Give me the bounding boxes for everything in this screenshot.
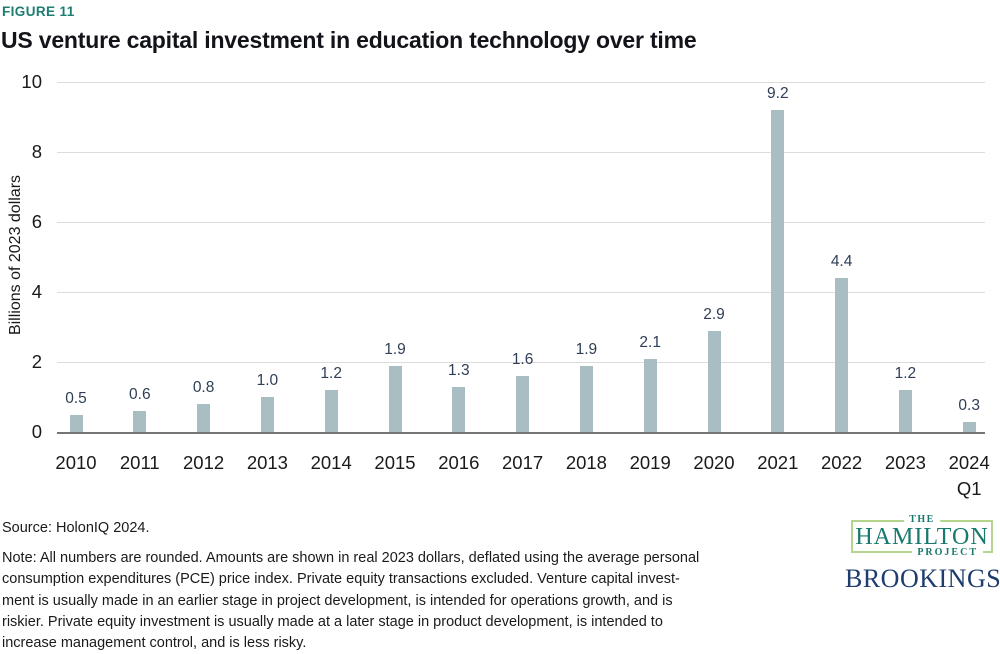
x-axis-tick-line: 2011 [119, 452, 160, 473]
x-axis-tick-line: 2017 [502, 452, 544, 473]
y-axis-title: Billions of 2023 dollars [7, 174, 24, 336]
bar [579, 365, 593, 432]
bar-value-label: 1.2 [894, 365, 917, 382]
x-axis-tick-line: 2024 [948, 452, 990, 473]
y-axis-tick-label: 4 [31, 281, 42, 302]
note-line: riskier. Private equity investment is us… [2, 613, 663, 630]
x-axis-tick-line: 2018 [565, 452, 607, 473]
hamilton-project-logo: THE HAMILTON PROJECT [851, 514, 993, 558]
x-axis-tick-label: 2024 Q1 [931, 450, 1000, 502]
figure-note: Note: All numbers are rounded. Amounts a… [2, 548, 699, 654]
bar-value-label: 0.6 [129, 386, 151, 403]
x-axis-tick-label: 2018 [548, 450, 624, 476]
bar-value-label: 4.4 [830, 253, 853, 270]
x-axis-tick-line: 2013 [246, 452, 288, 473]
gridline [57, 152, 985, 153]
x-axis-tick-label: 2022 [804, 450, 880, 476]
x-axis-tick-label: 2011 [102, 450, 178, 476]
bar [69, 414, 83, 432]
x-axis-tick-line: Q1 [956, 478, 982, 499]
x-axis-tick-label: 2017 [485, 450, 561, 476]
x-axis-tick-label: 2012 [166, 450, 242, 476]
bar [962, 421, 976, 432]
y-axis-tick-label: 6 [31, 211, 42, 232]
x-axis-tick-label: 2014 [293, 450, 369, 476]
bar-value-label: 0.3 [958, 396, 980, 414]
x-axis-tick-label: 2013 [229, 450, 305, 476]
bar-value-label: 1.0 [256, 372, 279, 389]
page-title: US venture capital investment in educati… [1, 27, 697, 53]
x-axis-tick-label: 2016 [421, 450, 497, 476]
x-axis-tick-line: 2010 [55, 452, 97, 473]
hamilton-logo-name: HAMILTON [855, 523, 989, 550]
x-axis-line [57, 432, 985, 434]
note-line: consumption expenditures (PCE) price ind… [2, 571, 680, 588]
x-axis-tick-line: 2014 [310, 452, 352, 473]
x-axis-tick-label: 2015 [357, 450, 433, 476]
note-line: ment is usually made in an earlier stage… [2, 592, 673, 609]
note-line: Note: All numbers are rounded. Amounts a… [2, 550, 700, 566]
bar [388, 365, 402, 432]
bar [771, 110, 785, 432]
bar-value-label: 9.2 [767, 85, 789, 102]
gridline [57, 222, 985, 223]
x-axis-tick-line: 2022 [821, 452, 863, 473]
x-axis-tick-line: 2021 [757, 452, 799, 473]
bar-value-label: 1.3 [448, 361, 470, 379]
x-axis-tick-label: 2021 [740, 450, 816, 476]
bar [133, 411, 147, 432]
x-axis-tick-line: 2016 [438, 452, 480, 473]
figure-label: FIGURE 11 [2, 4, 75, 19]
y-axis-tick-label: 10 [21, 71, 42, 92]
bar [898, 390, 912, 432]
x-axis-tick-line: 2020 [693, 452, 735, 473]
y-axis-tick-label: 8 [31, 141, 42, 162]
x-axis-tick-label: 2010 [38, 450, 114, 476]
x-axis-tick-line: 2015 [374, 452, 416, 473]
x-axis-tick-label: 2023 [867, 450, 943, 476]
gridline [57, 292, 985, 293]
bar [643, 358, 657, 432]
bar [452, 386, 466, 432]
bar [516, 376, 530, 432]
y-axis-tick-label: 2 [31, 351, 42, 372]
x-axis-tick-line: 2023 [884, 452, 926, 473]
bar-value-label: 0.5 [65, 389, 87, 407]
bar [324, 390, 338, 432]
bar [835, 278, 849, 432]
bar-value-label: 1.9 [575, 340, 598, 358]
x-axis-tick-line: 2012 [183, 452, 225, 473]
hamilton-logo-project: PROJECT [912, 547, 983, 558]
x-axis-tick-line: 2019 [629, 452, 671, 473]
bar-value-label: 2.9 [703, 305, 725, 323]
bar-value-label: 1.6 [511, 351, 534, 368]
note-line: increase management control, and is less… [2, 635, 307, 652]
x-axis-tick-label: 2019 [612, 450, 688, 476]
gridline [57, 362, 985, 363]
hamilton-logo-the: THE [904, 514, 940, 525]
bar [197, 404, 211, 432]
gridline [57, 82, 985, 83]
y-axis-tick-label: 0 [31, 421, 42, 442]
bar [707, 330, 721, 432]
bar-value-label: 1.2 [320, 365, 342, 382]
source-note: Source: HolonIQ 2024. [2, 520, 150, 536]
bar-value-label: 2.1 [639, 333, 661, 351]
bar [260, 397, 274, 432]
x-axis-tick-label: 2020 [676, 450, 752, 476]
brookings-logo: BROOKINGS [845, 564, 1000, 593]
bar-value-label: 0.8 [192, 379, 215, 396]
bar-value-label: 1.9 [384, 340, 406, 358]
